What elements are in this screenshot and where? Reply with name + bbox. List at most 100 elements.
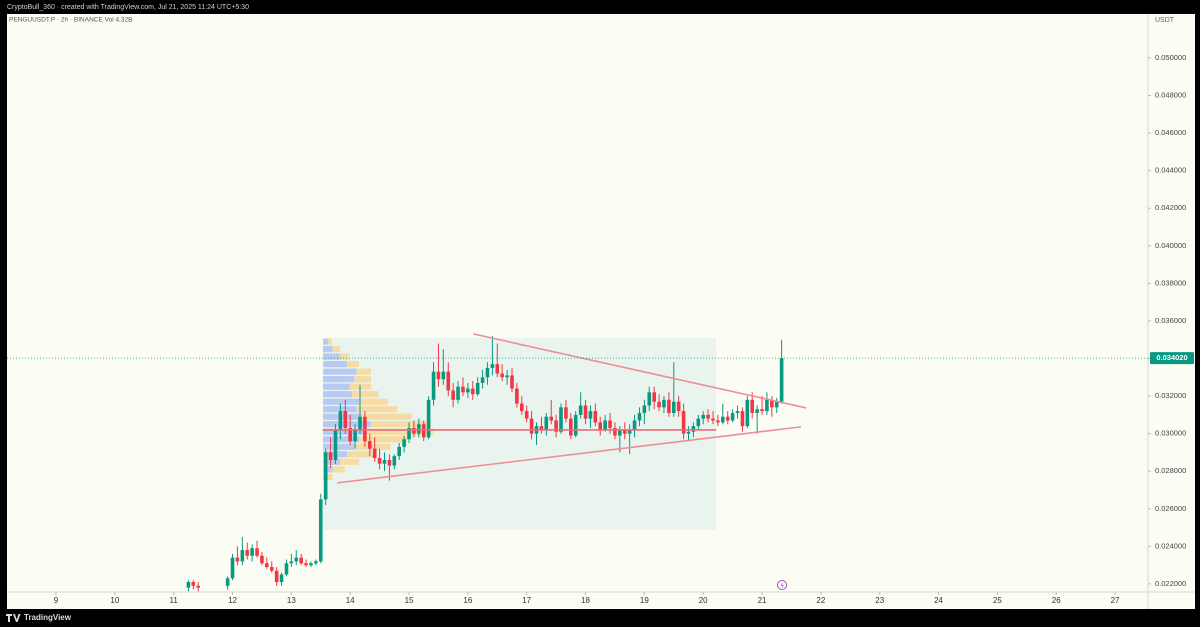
logo [6, 614, 21, 622]
candle-body [426, 399, 431, 438]
candle-body [603, 420, 607, 430]
candle-body [294, 557, 299, 562]
profile-up [323, 398, 360, 405]
candle-body [578, 405, 583, 415]
candle-body [255, 548, 259, 556]
profile-up [323, 413, 362, 420]
profile-down [347, 451, 374, 458]
candle-body [466, 388, 470, 393]
candle-body [593, 411, 598, 423]
candle-body [392, 456, 397, 466]
candle-body [441, 371, 446, 380]
candle-body [500, 373, 504, 378]
candle-body [367, 441, 372, 449]
x-tick-label: 19 [640, 596, 649, 605]
profile-up [323, 421, 372, 428]
candle-body [569, 418, 573, 436]
profile-up [323, 368, 357, 375]
candle-body [314, 561, 318, 564]
y-tick-label: 0.050000 [1155, 53, 1186, 62]
candle-body [745, 399, 750, 427]
candle-body [657, 401, 661, 408]
profile-up [323, 346, 333, 353]
candle-body [490, 364, 495, 368]
candle-body [279, 574, 284, 583]
profile-up [323, 376, 355, 383]
candle-body [637, 412, 642, 421]
candle-body [397, 446, 401, 457]
candle-body [304, 563, 308, 566]
candle-body [765, 399, 769, 412]
y-tick-label: 0.046000 [1155, 128, 1186, 137]
candle-body [358, 416, 362, 430]
y-tick-label: 0.030000 [1155, 429, 1186, 438]
y-tick-label: 0.032000 [1155, 391, 1186, 400]
candle-body [681, 411, 686, 434]
candle-body [470, 388, 475, 395]
candle-body [622, 429, 627, 434]
candle-body [318, 499, 323, 562]
profile-down [327, 338, 332, 345]
legend: PENGUUSDT.P · 2h · BINANCE Vol 4.32B [9, 17, 132, 24]
trend-line [337, 426, 801, 484]
profile-down [356, 368, 372, 375]
candle-body [343, 411, 348, 429]
profile-down [361, 413, 412, 420]
x-tick-label: 15 [405, 596, 414, 605]
candle-body [647, 392, 652, 406]
profile-down [327, 473, 333, 480]
candle-body [451, 390, 455, 400]
event-bolt [780, 582, 784, 589]
candle-body [676, 401, 681, 412]
footer: TradingView [6, 613, 72, 622]
y-tick-label: 0.044000 [1155, 166, 1186, 175]
candle-body [485, 367, 490, 378]
y-tick-label: 0.038000 [1155, 278, 1186, 287]
candle-body [274, 570, 279, 583]
profile-down [339, 353, 350, 360]
last-price-label: 0.034020 [1156, 353, 1187, 362]
y-tick-label: 0.040000 [1155, 241, 1186, 250]
candle-body [652, 392, 656, 402]
profile-up [323, 436, 360, 443]
candle-body [735, 411, 740, 413]
candle-body [461, 386, 465, 393]
candle-body [333, 429, 338, 460]
candle-body [475, 382, 480, 395]
candle-body [642, 405, 647, 413]
candle-body [230, 557, 235, 579]
candle-body [446, 371, 451, 391]
profile-down [354, 443, 391, 450]
y-axis-label: USDT [1155, 17, 1175, 24]
candle-body [598, 422, 603, 430]
candle-body [245, 550, 250, 556]
profile-up [323, 443, 355, 450]
candle-body [549, 416, 554, 421]
candle-body [760, 409, 764, 412]
x-tick-label: 27 [1111, 596, 1120, 605]
plot [186, 333, 807, 592]
candle-body [711, 418, 715, 421]
x-tick-label: 14 [346, 596, 355, 605]
candle-body [740, 411, 745, 427]
candle-body [524, 411, 529, 419]
candle-body [573, 414, 578, 436]
candle-body [583, 405, 588, 419]
candle-body [662, 399, 666, 408]
profile-down [332, 466, 345, 473]
x-tick-label: 20 [699, 596, 708, 605]
candle-body [417, 424, 421, 434]
last-price-box [1150, 352, 1194, 365]
y-tick-label: 0.036000 [1155, 316, 1186, 325]
x-tick-label: 21 [758, 596, 767, 605]
candle-body [730, 412, 735, 421]
profile-up [323, 466, 333, 473]
candle-body [510, 375, 514, 389]
candle-body [412, 428, 416, 434]
x-tick-label: 24 [934, 596, 943, 605]
candle-body [186, 582, 191, 588]
candle-body [328, 452, 333, 460]
candle-body [613, 428, 617, 436]
profile-down [371, 421, 432, 428]
